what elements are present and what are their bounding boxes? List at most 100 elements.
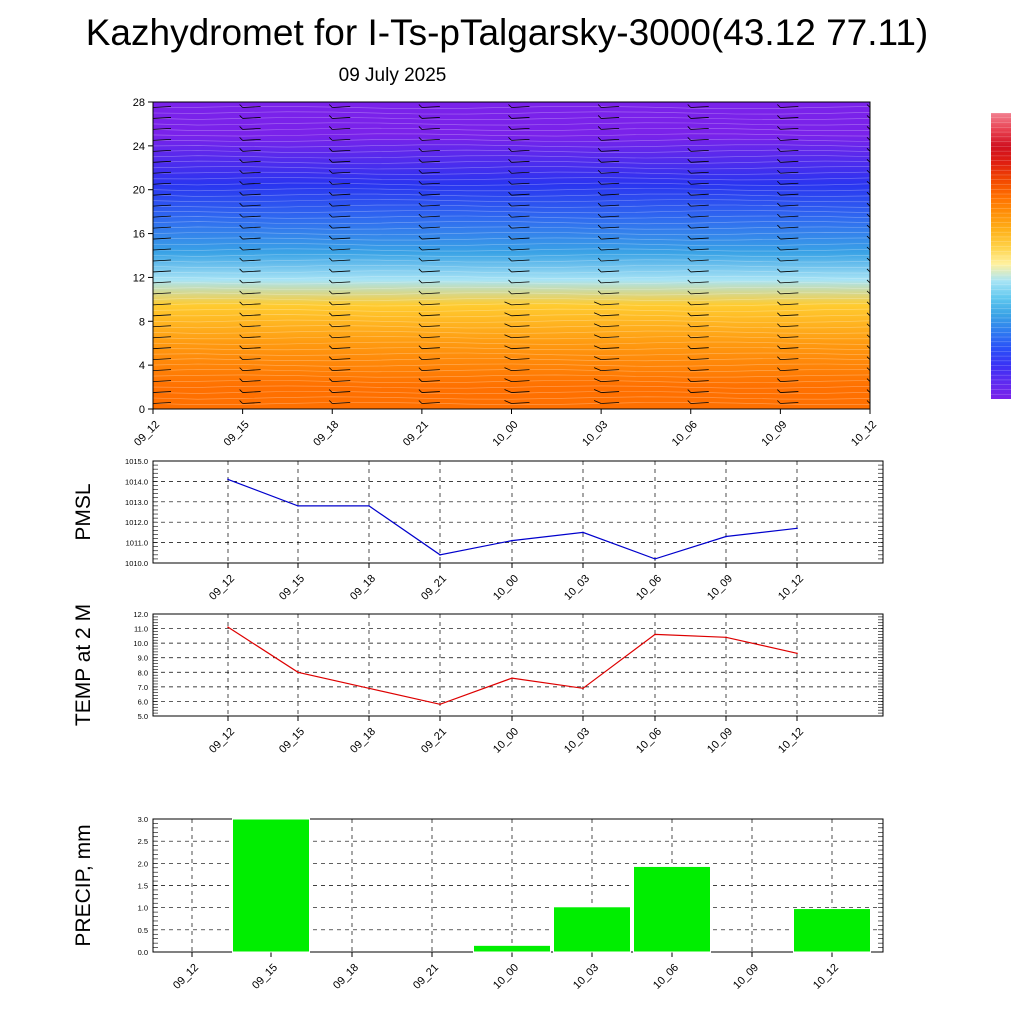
wind-barb xyxy=(418,323,423,328)
wind-barb-shaft xyxy=(601,171,620,174)
wind-barb xyxy=(777,345,781,349)
heatmap-xtick-label: 09_21 xyxy=(401,419,431,449)
wind-barb xyxy=(508,115,512,119)
wind-barb-shaft xyxy=(601,215,620,218)
contour-line xyxy=(153,116,870,120)
wind-barb xyxy=(504,323,512,328)
wind-barbs xyxy=(153,104,870,404)
wind-barb-shaft xyxy=(332,369,351,372)
pmsl-data-point xyxy=(227,478,229,481)
wind-barb-shaft xyxy=(780,281,799,284)
wind-barb xyxy=(777,389,781,393)
pmsl-data-point xyxy=(439,554,441,556)
wind-barb xyxy=(504,301,512,306)
temp-frame xyxy=(152,613,884,717)
wind-barb xyxy=(777,279,781,284)
wind-barb-shaft xyxy=(242,226,261,229)
wind-barb xyxy=(593,334,602,339)
wind-barb-shaft xyxy=(690,325,709,328)
wind-barb-shaft xyxy=(421,149,440,152)
pmsl-ytick-label: 1015.0 xyxy=(125,457,148,466)
wind-barb-shaft xyxy=(511,237,530,240)
wind-barb-shaft xyxy=(869,183,870,185)
wind-barb xyxy=(777,257,781,262)
wind-barb-shaft xyxy=(690,358,709,361)
wind-barb-shaft xyxy=(421,182,440,185)
wind-barb-shaft xyxy=(421,380,440,382)
pmsl-data-point xyxy=(297,505,299,507)
contour-line xyxy=(153,396,870,400)
wind-barb-shaft xyxy=(421,402,440,404)
wind-barb xyxy=(418,169,423,174)
contour-line xyxy=(153,199,870,203)
contour-lines xyxy=(153,106,870,406)
temp-data-point xyxy=(368,687,370,690)
wind-barb xyxy=(239,148,243,152)
precip-ytick-label: 1.5 xyxy=(138,882,148,891)
contour-line xyxy=(153,193,870,197)
wind-barb xyxy=(328,126,333,130)
contour-line xyxy=(153,369,870,373)
wind-barb-shaft xyxy=(780,138,799,141)
wind-barb-shaft xyxy=(780,369,799,372)
wind-barb-shaft xyxy=(332,215,351,218)
wind-barb-shaft xyxy=(869,392,870,393)
wind-barb-shaft xyxy=(332,160,351,163)
contour-line xyxy=(153,149,870,153)
temp-ytick-label: 11.0 xyxy=(134,625,148,634)
wind-barb-shaft xyxy=(421,259,440,262)
contour-line xyxy=(153,155,870,159)
wind-barb xyxy=(418,279,423,284)
contour-line xyxy=(153,122,870,126)
temp-panel: 5.0 6.0 7.0 8.0 9.0 10.0 11.0 12.0 09_12 09_15 09_… xyxy=(72,604,884,756)
heatmap-ytick-label: 8 xyxy=(139,316,145,328)
contour-line xyxy=(153,347,870,351)
wind-barb-shaft xyxy=(511,380,530,382)
wind-barb-shaft xyxy=(601,259,620,262)
wind-barb xyxy=(504,400,512,404)
wind-barb xyxy=(504,312,512,317)
wind-barb xyxy=(328,323,333,328)
wind-barb xyxy=(687,202,692,207)
wind-barb-shaft xyxy=(332,128,351,130)
wind-barb xyxy=(328,169,333,174)
wind-barb-shaft xyxy=(153,402,172,404)
wind-barb xyxy=(687,279,692,284)
colorbar xyxy=(991,112,1011,399)
wind-barb-shaft xyxy=(332,226,351,229)
wind-barb xyxy=(687,356,692,360)
wind-barb-shaft xyxy=(153,358,172,361)
precip-xtick-label: 10_03 xyxy=(571,962,601,992)
wind-barb-shaft xyxy=(242,106,261,108)
wind-barb-shaft xyxy=(780,325,799,328)
wind-barb xyxy=(239,202,243,207)
wind-barb-shaft xyxy=(690,149,709,152)
wind-barb-shaft xyxy=(242,303,261,306)
wind-barb-shaft xyxy=(421,226,440,229)
wind-barb xyxy=(687,104,692,108)
wind-barb-shaft xyxy=(153,281,172,284)
wind-barb-shaft xyxy=(869,271,870,272)
wind-barb-shaft xyxy=(332,117,351,119)
precip-ylabel: PRECIP, mm xyxy=(72,824,95,946)
wind-barb xyxy=(508,126,512,130)
wind-barb-shaft xyxy=(511,248,530,251)
wind-barb xyxy=(418,367,423,371)
wind-barb-shaft xyxy=(332,204,351,207)
pmsl-xtick-label: 10_09 xyxy=(705,573,735,603)
contour-line xyxy=(153,308,870,312)
wind-barb xyxy=(239,180,243,185)
wind-barb xyxy=(418,257,423,262)
wind-barb-shaft xyxy=(421,237,440,240)
chart-title: Kazhydromet for I-Ts-pTalgarsky-3000(43.… xyxy=(85,12,929,53)
wind-barb-shaft xyxy=(153,106,172,108)
precip-xtick-label: 09_15 xyxy=(250,962,280,992)
wind-barb xyxy=(687,213,692,218)
heatmap-ytick-label: 20 xyxy=(133,185,145,197)
wind-barb xyxy=(418,159,423,163)
wind-barb xyxy=(687,169,692,174)
wind-barb-shaft xyxy=(601,391,620,393)
wind-barb-shaft xyxy=(332,314,351,317)
wind-barb xyxy=(239,323,243,328)
